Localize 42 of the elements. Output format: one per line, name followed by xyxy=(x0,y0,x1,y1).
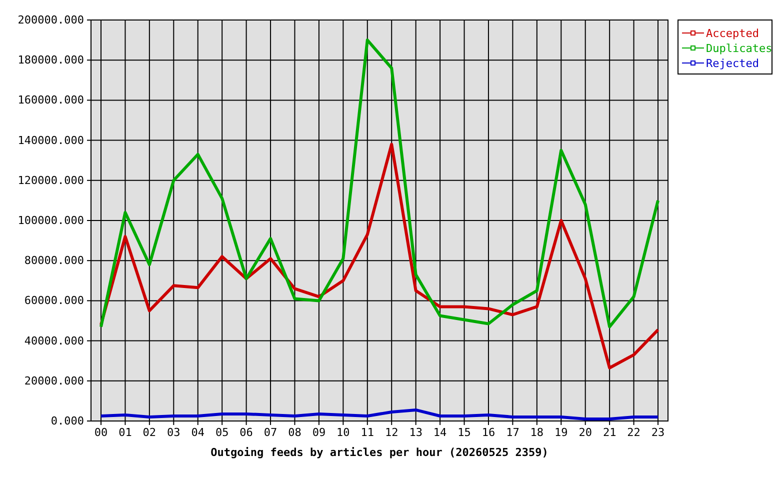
y-tick-label: 0.000 xyxy=(50,414,84,428)
x-tick-label: 18 xyxy=(530,426,544,439)
x-tick-label: 11 xyxy=(360,426,374,439)
y-tick-label: 180000.000 xyxy=(18,54,84,67)
y-tick-label: 80000.000 xyxy=(24,254,84,268)
y-tick-label: 100000.000 xyxy=(18,214,84,228)
x-tick-label: 06 xyxy=(240,426,253,439)
line-series xyxy=(100,38,660,328)
x-tick-label: 16 xyxy=(482,426,496,439)
x-tick-label: 02 xyxy=(142,426,156,439)
legend-label: Rejected xyxy=(706,57,759,70)
x-axis-title: Outgoing feeds by articles per hour (20260525 2359) xyxy=(210,446,548,459)
x-tick-label: 19 xyxy=(554,426,568,439)
x-tick-label: 09 xyxy=(312,426,326,439)
x-tick-label: 03 xyxy=(167,426,180,439)
y-tick-label: 160000.000 xyxy=(18,94,84,107)
line-series xyxy=(100,142,660,370)
x-tick-label: 10 xyxy=(336,426,350,439)
legend-label: Duplicates xyxy=(706,42,772,55)
x-tick-label: 12 xyxy=(384,426,398,439)
x-tick-label: 14 xyxy=(433,426,448,439)
x-tick-label: 13 xyxy=(409,426,422,439)
x-tick-label: 01 xyxy=(118,426,132,439)
x-tick-label: 22 xyxy=(627,426,640,439)
legend-label: Accepted xyxy=(706,27,759,40)
x-tick-label: 21 xyxy=(602,426,616,439)
x-tick-label: 07 xyxy=(264,426,278,439)
x-tick-label: 00 xyxy=(94,426,108,439)
line-series xyxy=(100,408,660,420)
y-tick-label: 140000.000 xyxy=(18,134,84,147)
y-tick-label: 40000.000 xyxy=(24,334,84,348)
x-tick-label: 20 xyxy=(578,426,592,439)
x-tick-label: 08 xyxy=(288,426,302,439)
y-tick-label: 120000.000 xyxy=(18,174,84,187)
x-tick-label: 05 xyxy=(215,426,229,439)
y-tick-label: 200000.000 xyxy=(18,14,84,27)
y-tick-label: 20000.000 xyxy=(24,374,84,388)
x-tick-label: 23 xyxy=(651,426,665,439)
x-tick-label: 17 xyxy=(506,426,520,439)
y-tick-label: 60000.000 xyxy=(24,294,84,308)
x-tick-label: 04 xyxy=(191,426,205,439)
x-tick-label: 15 xyxy=(458,426,471,439)
